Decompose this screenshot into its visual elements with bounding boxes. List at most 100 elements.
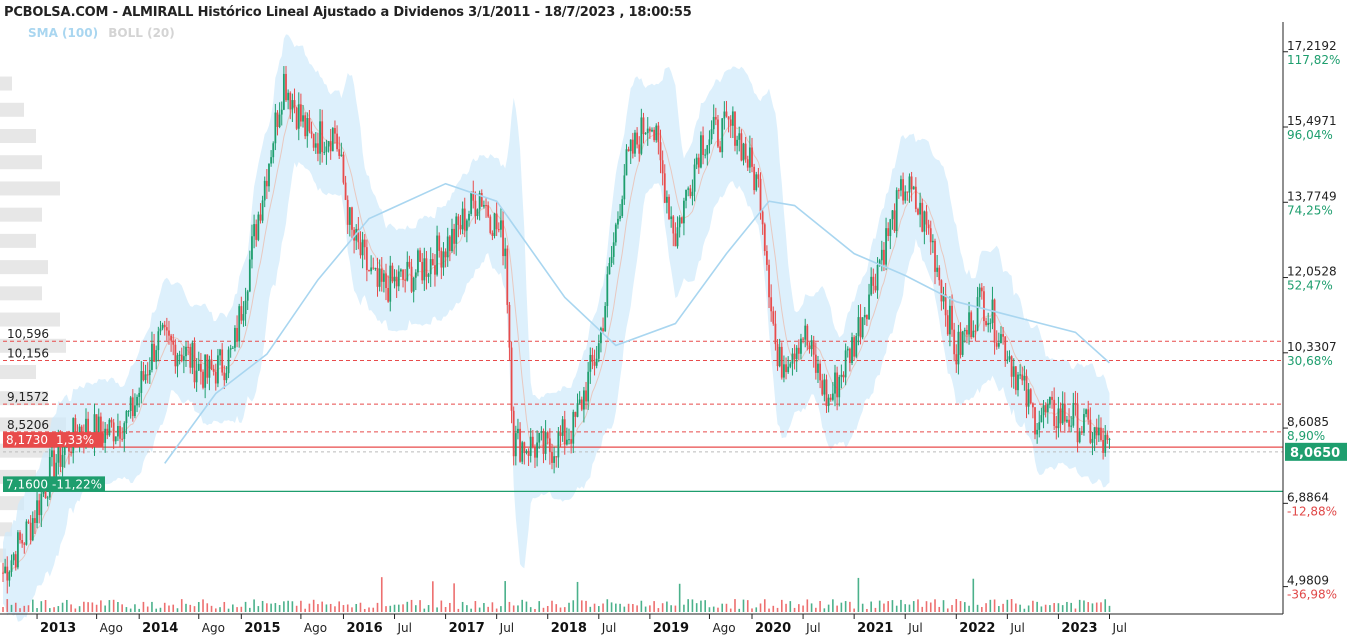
volume-bar (989, 599, 992, 612)
volume-bar (508, 601, 511, 612)
volume-bar (806, 599, 809, 612)
x-tick-label: 2020 (755, 621, 791, 636)
volume-bar (372, 607, 375, 612)
candle-body (223, 372, 226, 381)
volume-bar (1100, 602, 1102, 612)
candle-body (568, 439, 570, 441)
candle-body (531, 436, 534, 447)
x-tick-label: Jul (1111, 621, 1126, 635)
candle-body (161, 324, 164, 329)
candle-body (144, 374, 147, 381)
volume-bar (810, 603, 813, 612)
candle-body (574, 411, 577, 417)
candle-body (142, 371, 145, 381)
candle-body (306, 117, 309, 137)
candle-body (948, 305, 951, 335)
volume-bar (223, 601, 226, 612)
candle-body (806, 325, 809, 346)
volume-bar (640, 600, 643, 612)
candle-body (880, 249, 883, 261)
volume-bar (959, 601, 962, 612)
volume-bar (691, 599, 694, 612)
volume-bar (636, 605, 638, 612)
volume-bar (951, 605, 953, 612)
candle-body (857, 317, 860, 336)
candle-body (104, 428, 107, 443)
volume-profile-bar (0, 391, 48, 406)
candle-body (610, 256, 613, 264)
candle-body (785, 364, 787, 373)
candle-body (453, 228, 456, 244)
candle-body (931, 240, 934, 243)
volume-bar (836, 605, 838, 612)
volume-bar (142, 601, 145, 612)
candle-body (606, 274, 609, 307)
volume-bar (521, 599, 523, 612)
volume-bar (214, 608, 217, 612)
candle-body (351, 207, 353, 230)
candle-body (336, 133, 338, 150)
volume-bar (397, 604, 400, 612)
candle-body (1066, 419, 1068, 422)
volume-bar (483, 603, 485, 612)
candle-body (789, 363, 792, 367)
candle-body (99, 416, 102, 434)
candle-body (776, 344, 779, 367)
volume-bar (874, 607, 877, 612)
candle-body (614, 224, 617, 243)
candle-body (580, 399, 583, 410)
candle-body (808, 345, 811, 350)
candle-body (1106, 435, 1109, 440)
candle-body (151, 343, 153, 370)
candle-body (204, 354, 207, 388)
volume-bar (844, 601, 847, 612)
x-tick-label: Ago (202, 621, 225, 635)
volume-bars (2, 577, 1111, 612)
volume-profile-bar (0, 286, 42, 301)
volume-bar (53, 607, 55, 612)
volume-bar (180, 599, 183, 612)
volume-bar (870, 601, 872, 612)
volume-bar (912, 601, 915, 612)
candle-body (265, 180, 268, 187)
y-tick-label: 13,7749 (1287, 189, 1337, 203)
bollinger-mid-line (2, 103, 1110, 574)
volume-bar (261, 600, 264, 612)
volume-bar (819, 600, 821, 612)
volume-bar (627, 603, 630, 612)
candle-body (146, 374, 149, 376)
legend-boll[interactable]: BOLL (20) (108, 26, 175, 40)
candle-body (665, 196, 668, 203)
volume-bar (40, 601, 43, 612)
candle-body (502, 220, 504, 257)
candle-body (836, 372, 839, 398)
volume-bar (823, 608, 826, 612)
candle-body (791, 353, 794, 364)
volume-bar (449, 602, 451, 612)
candle-body (1042, 405, 1045, 416)
candle-body (157, 331, 160, 351)
candle-body (393, 276, 396, 282)
volume-bar (270, 603, 272, 612)
candle-body (323, 151, 326, 153)
volume-bar (66, 599, 68, 612)
candle-body (553, 456, 556, 463)
legend-sma[interactable]: SMA (100) (28, 26, 99, 40)
candle-body (910, 176, 913, 190)
candle-body (738, 133, 741, 140)
candle-body (406, 261, 409, 281)
candle-body (780, 346, 783, 378)
candle-body (361, 239, 364, 256)
candle-body (546, 432, 549, 439)
volume-bar (210, 605, 213, 612)
volume-bar (832, 599, 834, 612)
candle-body (253, 224, 255, 237)
candle-body (691, 191, 694, 197)
candle-body (838, 376, 841, 398)
candle-body (259, 214, 262, 221)
candle-body (165, 327, 168, 331)
candle-body (289, 92, 292, 110)
candle-body (221, 349, 224, 373)
